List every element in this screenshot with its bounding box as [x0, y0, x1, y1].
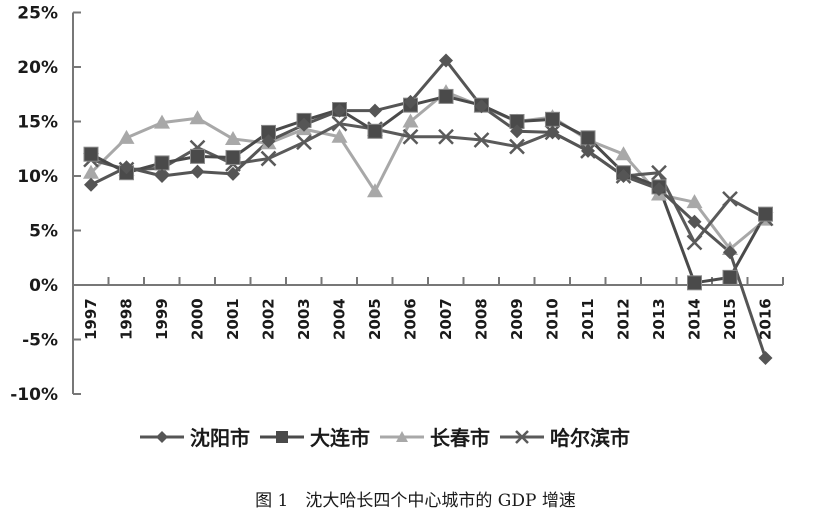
diamond-marker-icon [119, 160, 134, 175]
diamond-marker-icon [474, 99, 489, 114]
x-tick-label: 2008 [473, 298, 491, 340]
y-tick-label: 25% [17, 4, 58, 24]
y-tick-label: 10% [17, 167, 58, 187]
legend-label: 长春市 [430, 426, 490, 450]
y-tick-label: -5% [22, 331, 58, 351]
triangle-marker-icon [380, 430, 424, 442]
x-marker-icon [402, 128, 419, 145]
triangle-marker-icon [331, 128, 348, 143]
legend-item-harbin: 哈尔滨市 [500, 422, 630, 451]
triangle-marker-icon [615, 146, 632, 161]
diamond-marker-icon [332, 103, 347, 118]
diamond-marker-icon [687, 214, 702, 229]
x-tick-label: 2009 [508, 298, 526, 340]
x-marker-icon [509, 138, 525, 155]
diamond-marker-icon [84, 177, 98, 192]
figure-caption: 图 1 沈大哈长四个中心城市的 GDP 增速 [255, 491, 576, 511]
square-marker-icon [438, 88, 454, 104]
diamond-marker-icon [368, 103, 382, 118]
legend-label: 沈阳市 [190, 426, 250, 450]
diamond-marker-icon [439, 53, 453, 68]
triangle-marker-icon [154, 114, 170, 129]
diamond-marker-icon [140, 430, 184, 443]
x-tick-label: 2015 [721, 298, 739, 340]
x-tick-label: 2010 [544, 298, 562, 340]
triangle-marker-icon [83, 164, 99, 179]
x-tick-label: 2014 [686, 298, 704, 340]
diamond-marker-icon [652, 182, 666, 197]
x-tick-label: 2013 [650, 298, 668, 340]
x-marker-icon [438, 128, 454, 145]
diamond-marker-icon [155, 169, 169, 183]
x-marker-icon [651, 164, 667, 181]
square-marker-icon [225, 149, 241, 165]
x-tick-label: 2012 [615, 298, 633, 340]
diamond-marker-icon [261, 134, 276, 149]
diamond-marker-icon [581, 143, 595, 158]
diamond-marker-icon [190, 164, 205, 179]
square-marker-icon [758, 206, 773, 222]
x-marker-icon [296, 134, 312, 151]
x-tick-label: 2000 [189, 298, 207, 340]
square-marker-icon [367, 123, 383, 139]
x-marker-icon [722, 191, 738, 207]
x-tick-label: 2004 [331, 298, 349, 340]
diamond-marker-icon [758, 351, 773, 366]
x-marker-icon [686, 234, 703, 251]
diamond-marker-icon [226, 166, 240, 181]
x-tick-label: 1998 [118, 298, 136, 340]
gdp-growth-line-chart: 25% 20% 15% 10% 5% 0% -5% -10% 1997 1998 1999 2000… [10, 4, 784, 405]
legend-item-dalian: 大连市 [260, 422, 370, 451]
x-marker-icon [500, 429, 544, 444]
x-tick-label: 2016 [757, 298, 775, 340]
chart-legend: 沈阳市 大连市 长春市 哈尔滨市 [140, 422, 630, 451]
diamond-marker-icon [510, 124, 524, 139]
triangle-marker-icon [189, 110, 206, 125]
x-tick-label: 1997 [82, 298, 100, 340]
x-axis: 1997 1998 1999 2000 2001 2002 2003 2004 2005 2006… [73, 277, 784, 340]
x-tick-label: 2006 [402, 298, 420, 340]
square-marker-icon [260, 430, 304, 443]
x-tick-label: 2003 [295, 298, 313, 340]
diamond-marker-icon [616, 169, 631, 183]
x-marker-icon [473, 132, 490, 148]
x-tick-label: 2005 [366, 298, 384, 340]
x-tick-label: 1999 [153, 298, 171, 340]
triangle-marker-icon [118, 129, 135, 144]
legend-label: 大连市 [310, 426, 370, 450]
y-tick-label: 20% [17, 58, 58, 78]
square-marker-icon [580, 130, 596, 146]
x-marker-icon [331, 115, 348, 132]
square-marker-icon [154, 155, 170, 171]
square-marker-icon [83, 146, 99, 162]
x-tick-label: 2011 [579, 298, 597, 340]
y-tick-label: 5% [29, 222, 58, 242]
x-marker-icon [260, 150, 277, 167]
diamond-marker-icon [403, 94, 418, 109]
legend-item-changchun: 长春市 [380, 422, 490, 451]
x-tick-label: 2002 [260, 298, 278, 340]
square-marker-icon [190, 148, 205, 164]
triangle-marker-icon [225, 130, 241, 145]
triangle-marker-icon [367, 183, 383, 198]
diamond-marker-icon [723, 245, 737, 260]
y-tick-label: 15% [17, 113, 58, 133]
diamond-marker-icon [545, 125, 560, 140]
square-marker-icon [545, 111, 560, 127]
y-tick-label: 0% [29, 276, 58, 296]
legend-label: 哈尔滨市 [550, 426, 630, 450]
y-axis: 25% 20% 15% 10% 5% 0% -5% -10% [10, 4, 81, 405]
triangle-marker-icon [686, 194, 703, 209]
triangle-marker-icon [402, 113, 419, 128]
y-tick-label: -10% [10, 385, 58, 405]
legend-item-shenyang: 沈阳市 [140, 422, 250, 451]
series-markers [83, 53, 774, 366]
diamond-marker-icon [297, 117, 311, 132]
square-marker-icon [722, 269, 738, 285]
x-tick-label: 2001 [224, 298, 242, 340]
x-tick-label: 2007 [437, 298, 455, 340]
square-marker-icon [687, 275, 702, 291]
